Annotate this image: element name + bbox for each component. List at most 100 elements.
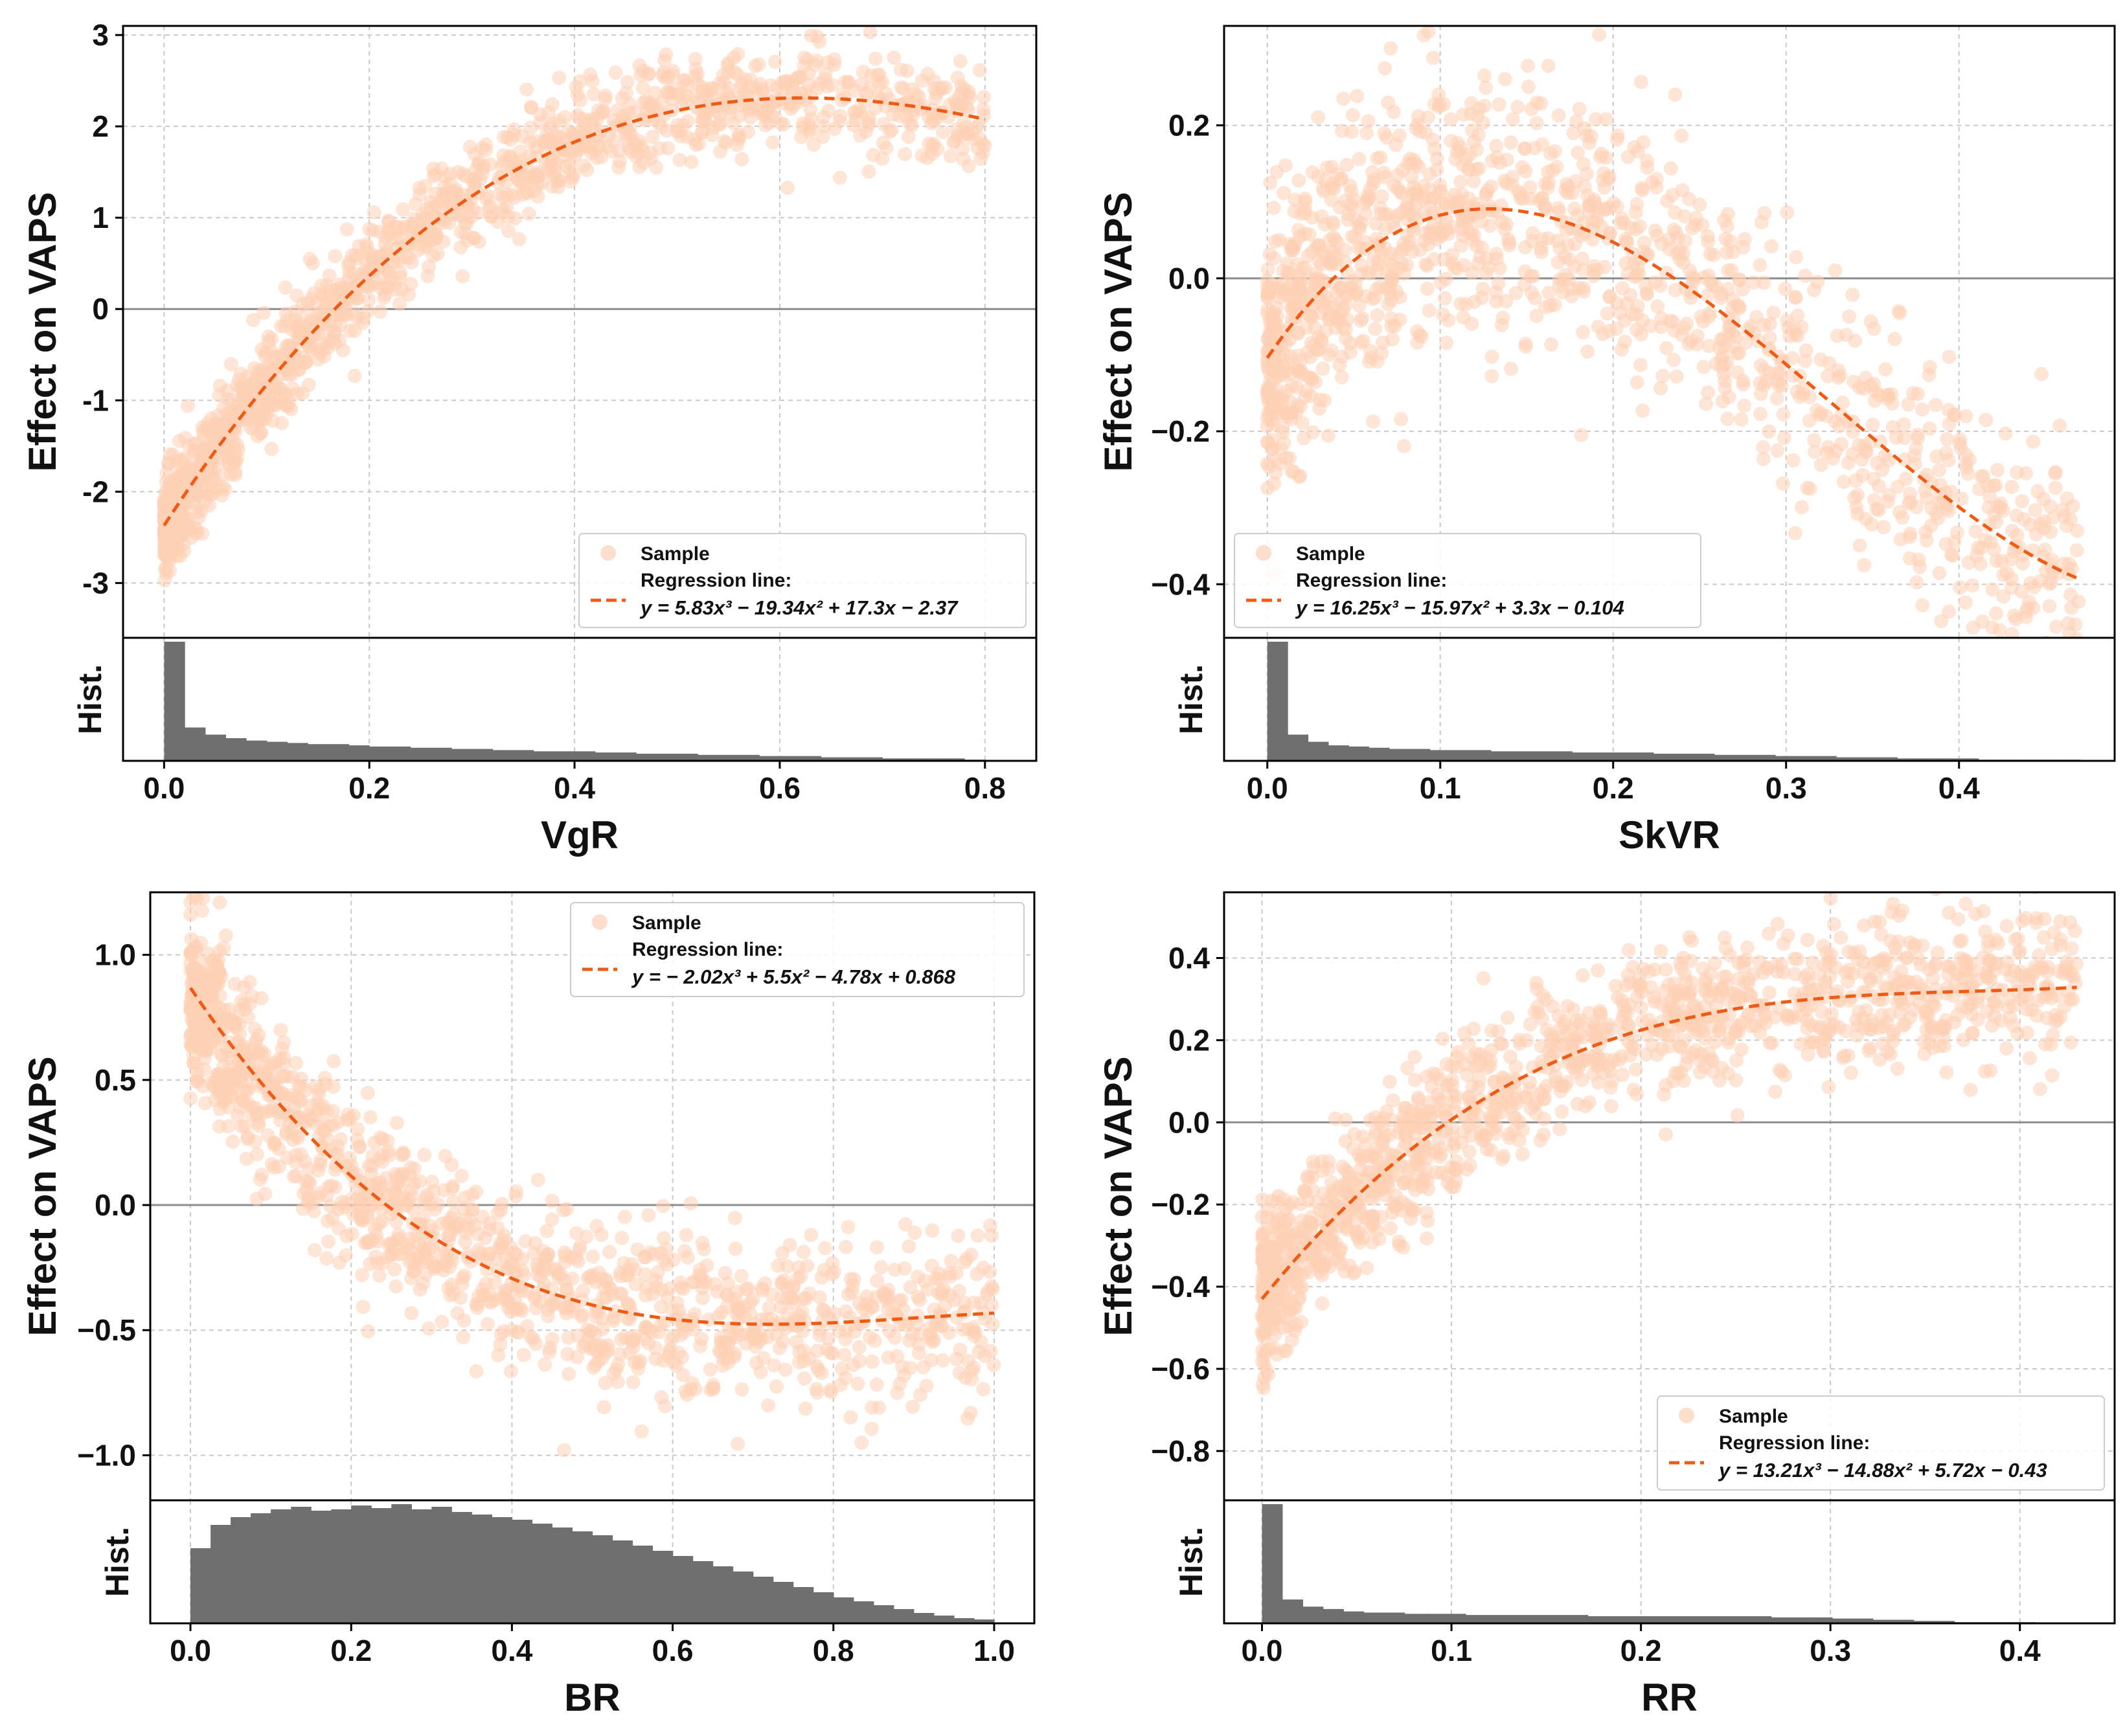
sample-point <box>159 466 174 480</box>
sample-point <box>1456 310 1471 325</box>
sample-point <box>2016 556 2030 571</box>
sample-point <box>839 1239 853 1254</box>
sample-point <box>1576 325 1591 340</box>
sample-point <box>1676 321 1691 335</box>
sample-point <box>1285 378 1300 393</box>
sample-point <box>1422 303 1437 318</box>
sample-point <box>1813 457 1828 472</box>
sample-point <box>791 69 806 84</box>
sample-point <box>1959 896 1973 911</box>
sample-point <box>545 1212 560 1227</box>
hist-bar <box>1267 642 1288 761</box>
sample-point <box>1339 157 1354 172</box>
sample-point <box>1663 161 1678 176</box>
sample-point <box>218 928 233 943</box>
sample-point <box>1826 917 1841 932</box>
sample-point <box>1696 359 1711 374</box>
sample-point <box>1762 424 1777 439</box>
sample-point <box>260 1128 275 1143</box>
sample-point <box>1492 261 1507 276</box>
hist-bar <box>371 1508 392 1623</box>
sample-point <box>201 1031 216 1046</box>
x-axis-label: SkVR <box>1619 813 1720 857</box>
sample-point <box>222 1100 236 1115</box>
sample-point <box>1872 479 1886 493</box>
sample-point <box>2010 528 2025 543</box>
sample-point <box>216 1089 231 1103</box>
sample-point <box>1374 189 1389 204</box>
sample-point <box>748 102 763 116</box>
sample-point <box>1682 192 1697 207</box>
sample-point <box>491 1348 506 1363</box>
sample-point <box>1857 439 1872 453</box>
hist-bar <box>1288 734 1309 761</box>
hist-bar <box>185 727 206 761</box>
legend-box <box>1234 533 1701 628</box>
hist-bar <box>328 744 350 761</box>
sample-point <box>809 1382 824 1397</box>
sample-point <box>1390 168 1405 183</box>
sample-point <box>710 1310 725 1325</box>
x-tick-label: 0.0 <box>1247 771 1288 805</box>
hist-bar <box>554 751 575 761</box>
sample-point <box>1832 419 1847 434</box>
sample-point <box>1598 202 1613 217</box>
sample-point <box>1870 455 1885 470</box>
hist-bar <box>913 1613 935 1623</box>
hist-bar <box>1613 752 1634 761</box>
histogram <box>1267 642 2081 761</box>
sample-point <box>1517 141 1532 156</box>
sample-point <box>1807 283 1821 297</box>
sample-point <box>1359 193 1374 208</box>
x-tick-label: 1.0 <box>973 1634 1015 1667</box>
sample-point <box>1297 431 1312 445</box>
sample-point <box>953 54 968 69</box>
sample-point <box>1954 491 1969 506</box>
sample-point <box>1619 235 1634 250</box>
sample-point <box>222 1067 236 1082</box>
hist-bar <box>779 756 801 761</box>
sample-point <box>1970 541 1985 555</box>
hist-bar <box>1369 747 1390 761</box>
sample-point <box>186 988 201 1003</box>
sample-point <box>1479 266 1494 280</box>
sample-point <box>847 1316 862 1331</box>
sample-point <box>1653 943 1668 958</box>
sample-point <box>666 81 681 96</box>
sample-point <box>664 1333 679 1347</box>
sample-point <box>1887 332 1902 346</box>
sample-point <box>172 434 187 449</box>
hist-bar <box>1328 745 1349 761</box>
sample-point <box>1836 475 1851 489</box>
sample-point <box>727 1211 742 1225</box>
legend-equation: y = 5.83x³ − 19.34x² + 17.3x − 2.37 <box>639 596 959 619</box>
sample-point <box>986 1358 1001 1372</box>
sample-point <box>1267 476 1282 491</box>
sample-point <box>1348 230 1363 244</box>
sample-point <box>538 1357 552 1372</box>
sample-point <box>255 1106 270 1121</box>
y-tick-label: −1.0 <box>77 1438 136 1472</box>
y-tick-label: 0 <box>92 292 109 326</box>
sample-point <box>157 561 172 576</box>
sample-point <box>1790 308 1805 323</box>
sample-point <box>1422 167 1437 182</box>
sample-point <box>1891 304 1906 319</box>
sample-point <box>1653 278 1668 293</box>
sample-point <box>1359 126 1374 141</box>
sample-point <box>157 573 172 588</box>
sample-point <box>632 159 647 174</box>
sample-point <box>893 97 908 112</box>
sample-point <box>636 95 651 110</box>
sample-point <box>1474 290 1489 305</box>
sample-point <box>1485 203 1500 218</box>
sample-point <box>816 110 831 124</box>
sample-point <box>583 67 598 82</box>
sample-point <box>655 1199 670 1213</box>
sample-point <box>286 381 301 396</box>
sample-point <box>1311 330 1326 344</box>
sample-point <box>964 1372 979 1387</box>
sample-point <box>403 1231 418 1246</box>
